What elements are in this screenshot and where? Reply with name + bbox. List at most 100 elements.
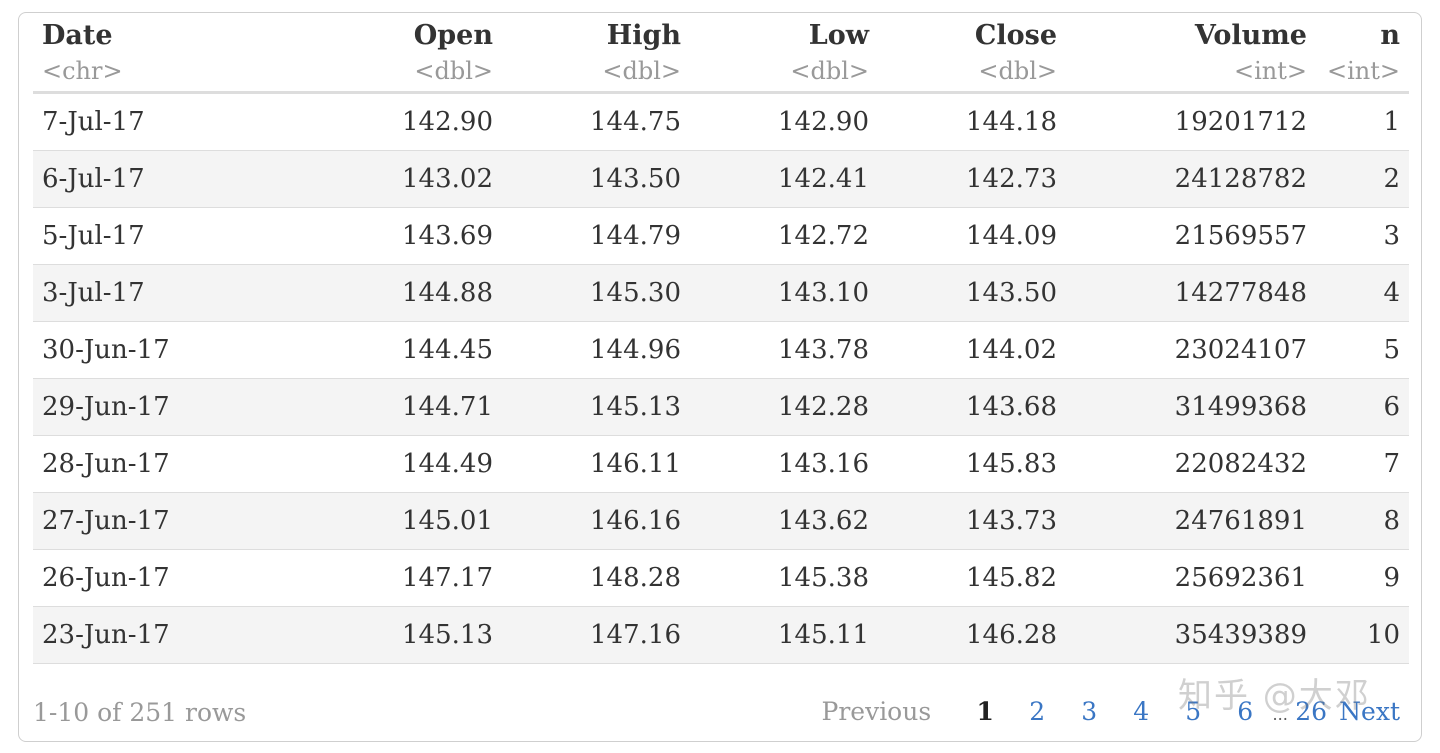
cell-volume: 24128782 [1066, 150, 1316, 208]
column-header-high[interactable]: High <dbl> [502, 20, 690, 93]
table-row: 29-Jun-17 144.71 145.13 142.28 143.68 31… [33, 378, 1409, 436]
cell-n: 8 [1316, 492, 1409, 550]
cell-high: 145.13 [502, 378, 690, 436]
cell-close: 146.28 [878, 606, 1066, 664]
cell-open: 147.17 [248, 549, 502, 607]
cell-open: 144.45 [248, 321, 502, 379]
cell-open: 144.88 [248, 264, 502, 322]
cell-high: 144.96 [502, 321, 690, 379]
column-type: <dbl> [602, 57, 681, 85]
cell-date: 7-Jul-17 [33, 92, 248, 151]
cell-high: 147.16 [502, 606, 690, 664]
next-button[interactable]: Next [1339, 697, 1400, 726]
cell-low: 142.72 [690, 207, 878, 265]
cell-close: 143.73 [878, 492, 1066, 550]
table-row: 28-Jun-17 144.49 146.11 143.16 145.83 22… [33, 435, 1409, 493]
column-header-volume[interactable]: Volume <int> [1066, 20, 1316, 93]
column-type: <chr> [42, 57, 123, 85]
column-header-date[interactable]: Date <chr> [33, 20, 248, 93]
page-button-4[interactable]: 4 [1133, 697, 1150, 726]
cell-close: 143.68 [878, 378, 1066, 436]
cell-date: 27-Jun-17 [33, 492, 248, 550]
page-button-3[interactable]: 3 [1081, 697, 1098, 726]
cell-close: 142.73 [878, 150, 1066, 208]
cell-open: 145.01 [248, 492, 502, 550]
table-row: 27-Jun-17 145.01 146.16 143.62 143.73 24… [33, 492, 1409, 550]
page-button-6[interactable]: 6 [1237, 697, 1254, 726]
cell-low: 143.78 [690, 321, 878, 379]
column-header-close[interactable]: Close <dbl> [878, 20, 1066, 93]
pagination: Previous 1 2 3 4 5 6 ... 26 Next [822, 697, 1401, 726]
column-type: <dbl> [790, 57, 869, 85]
cell-high: 144.79 [502, 207, 690, 265]
cell-n: 2 [1316, 150, 1409, 208]
column-name: Open [413, 20, 493, 51]
cell-open: 143.69 [248, 207, 502, 265]
cell-low: 143.16 [690, 435, 878, 493]
cell-date: 28-Jun-17 [33, 435, 248, 493]
cell-n: 7 [1316, 435, 1409, 493]
table-header: Date <chr> Open <dbl> High <dbl> Low <dbl> C… [33, 20, 1409, 93]
column-name: High [606, 20, 681, 51]
table-row: 5-Jul-17 143.69 144.79 142.72 144.09 215… [33, 207, 1409, 265]
cell-n: 1 [1316, 92, 1409, 151]
cell-low: 143.62 [690, 492, 878, 550]
cell-close: 144.02 [878, 321, 1066, 379]
page-button-2[interactable]: 2 [1029, 697, 1046, 726]
column-name: Close [974, 20, 1057, 51]
cell-n: 3 [1316, 207, 1409, 265]
table-row: 3-Jul-17 144.88 145.30 143.10 143.50 142… [33, 264, 1409, 322]
cell-open: 144.49 [248, 435, 502, 493]
rows-info: 1-10 of 251 rows [33, 698, 247, 727]
cell-high: 146.16 [502, 492, 690, 550]
cell-close: 145.82 [878, 549, 1066, 607]
cell-open: 145.13 [248, 606, 502, 664]
cell-open: 144.71 [248, 378, 502, 436]
cell-open: 143.02 [248, 150, 502, 208]
column-name: Date [42, 20, 113, 51]
cell-n: 5 [1316, 321, 1409, 379]
cell-high: 146.11 [502, 435, 690, 493]
table-row: 26-Jun-17 147.17 148.28 145.38 145.82 25… [33, 549, 1409, 607]
cell-volume: 31499368 [1066, 378, 1316, 436]
cell-volume: 24761891 [1066, 492, 1316, 550]
column-name: Volume [1194, 20, 1307, 51]
cell-volume: 22082432 [1066, 435, 1316, 493]
column-type: <int> [1234, 57, 1307, 85]
cell-date: 29-Jun-17 [33, 378, 248, 436]
cell-low: 145.38 [690, 549, 878, 607]
cell-low: 142.90 [690, 92, 878, 151]
page-button-last[interactable]: 26 [1295, 697, 1328, 726]
column-header-low[interactable]: Low <dbl> [690, 20, 878, 93]
cell-volume: 35439389 [1066, 606, 1316, 664]
cell-volume: 23024107 [1066, 321, 1316, 379]
cell-close: 144.18 [878, 92, 1066, 151]
table-row: 23-Jun-17 145.13 147.16 145.11 146.28 35… [33, 606, 1409, 664]
data-table: Date <chr> Open <dbl> High <dbl> Low <dbl> C… [33, 20, 1409, 664]
cell-volume: 14277848 [1066, 264, 1316, 322]
cell-high: 144.75 [502, 92, 690, 151]
cell-date: 6-Jul-17 [33, 150, 248, 208]
column-header-n[interactable]: n <int> [1316, 20, 1409, 93]
cell-low: 145.11 [690, 606, 878, 664]
previous-button[interactable]: Previous [821, 697, 932, 726]
cell-low: 142.28 [690, 378, 878, 436]
cell-high: 143.50 [502, 150, 690, 208]
cell-close: 145.83 [878, 435, 1066, 493]
column-name: n [1380, 20, 1400, 51]
cell-low: 143.10 [690, 264, 878, 322]
cell-date: 3-Jul-17 [33, 264, 248, 322]
column-header-open[interactable]: Open <dbl> [248, 20, 502, 93]
cell-date: 23-Jun-17 [33, 606, 248, 664]
page-button-1[interactable]: 1 [976, 697, 994, 726]
cell-close: 144.09 [878, 207, 1066, 265]
cell-n: 6 [1316, 378, 1409, 436]
page-button-5[interactable]: 5 [1185, 697, 1202, 726]
cell-date: 26-Jun-17 [33, 549, 248, 607]
column-type: <dbl> [414, 57, 493, 85]
column-type: <dbl> [978, 57, 1057, 85]
cell-n: 4 [1316, 264, 1409, 322]
table-row: 7-Jul-17 142.90 144.75 142.90 144.18 192… [33, 92, 1409, 151]
cell-volume: 25692361 [1066, 549, 1316, 607]
cell-volume: 21569557 [1066, 207, 1316, 265]
